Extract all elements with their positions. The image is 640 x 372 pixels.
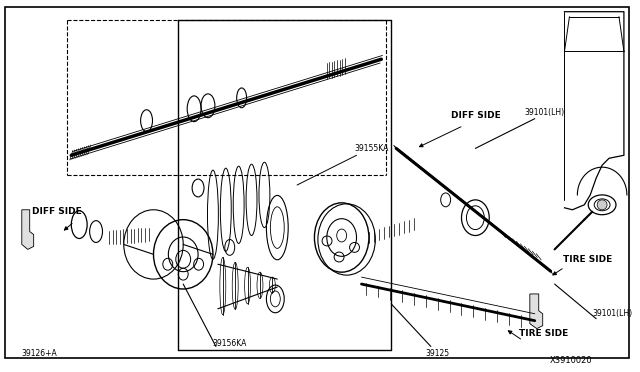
Text: TIRE SIDE: TIRE SIDE (519, 329, 568, 338)
Text: X3910020: X3910020 (550, 356, 592, 365)
Text: 39156KA: 39156KA (212, 339, 246, 348)
Text: 39155KA: 39155KA (355, 144, 389, 153)
Polygon shape (22, 210, 34, 249)
Polygon shape (530, 294, 543, 328)
Text: 39101(LH): 39101(LH) (592, 309, 632, 318)
Text: 39101(LH): 39101(LH) (525, 108, 565, 117)
Text: 39126+A: 39126+A (22, 349, 58, 358)
Text: DIFF SIDE: DIFF SIDE (32, 207, 81, 216)
Circle shape (597, 200, 607, 210)
Text: TIRE SIDE: TIRE SIDE (563, 255, 612, 264)
Text: DIFF SIDE: DIFF SIDE (451, 111, 500, 120)
Text: 39125: 39125 (426, 349, 450, 358)
